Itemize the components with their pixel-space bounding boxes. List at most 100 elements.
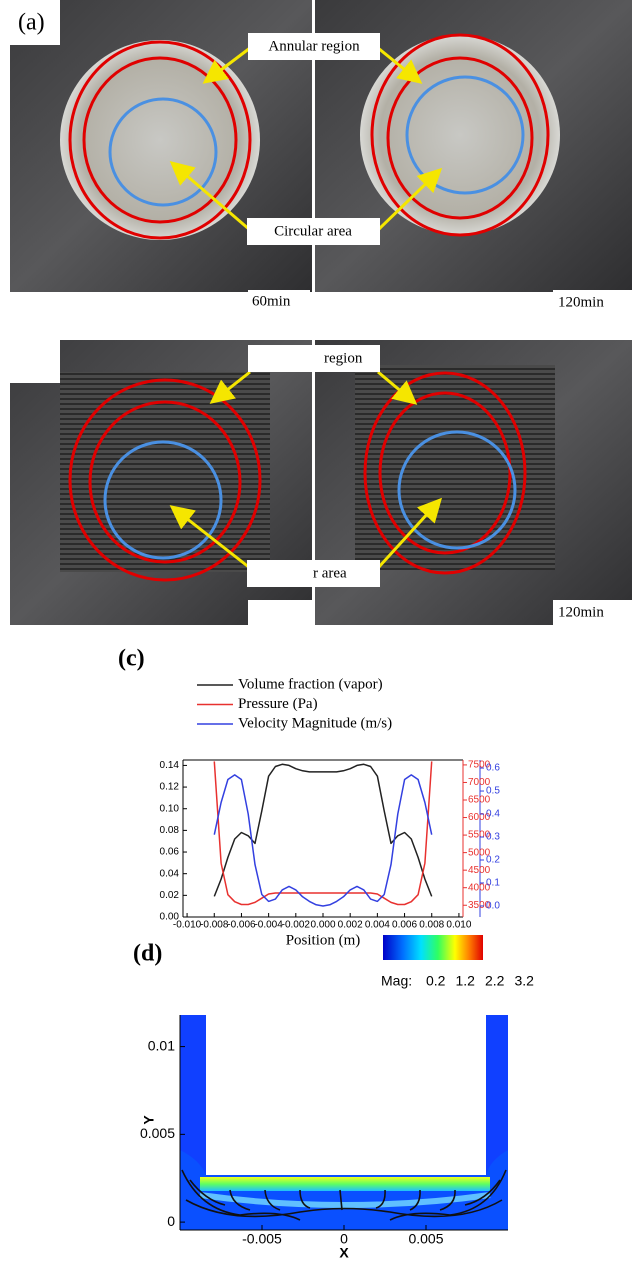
y2-tick-label: 4500	[468, 865, 491, 876]
label-box	[553, 290, 632, 317]
coating	[60, 40, 260, 240]
label-box	[10, 0, 60, 45]
colorbar-tick-label: 0.2	[426, 973, 446, 989]
panel-label: (a)	[18, 10, 45, 36]
y-tick-label: 0.005	[140, 1125, 175, 1141]
circle	[405, 75, 525, 195]
x-tick-label: 0.002	[338, 920, 363, 931]
colorbar-tick-label: 2.2	[485, 973, 505, 989]
velocity-field	[180, 1015, 508, 1230]
x-axis-title: Position (m)	[286, 932, 361, 948]
circle	[108, 97, 218, 207]
circle	[397, 430, 517, 550]
x-tick-label: 0.010	[446, 920, 471, 931]
y3-tick-label: 0.1	[486, 878, 500, 889]
outer-ring	[363, 371, 527, 575]
field-contour	[199, 1192, 491, 1208]
annotation: Annular region	[268, 38, 360, 54]
arrow	[377, 370, 418, 405]
y-tick-label: 0.02	[160, 890, 180, 901]
outer-ring	[68, 40, 252, 240]
annotation: Circular area	[274, 223, 352, 239]
legend-label: Velocity Magnitude (m/s)	[238, 715, 392, 731]
y-tick-label: 0.12	[160, 782, 180, 793]
arrow	[169, 161, 251, 232]
inner-ring	[378, 391, 512, 555]
label-box	[248, 33, 380, 60]
label-box	[247, 218, 380, 245]
y2-tick-label: 7000	[468, 777, 491, 788]
photo-panel-b: region r area 120min	[10, 340, 632, 627]
x-tick-label: 0.000	[310, 920, 335, 931]
y-tick-label: 0.08	[160, 825, 180, 836]
y2-tick-label: 5500	[468, 830, 491, 841]
y2-tick-label: 3500	[468, 900, 491, 911]
y-tick-label: 0.01	[148, 1037, 175, 1053]
arrow	[209, 370, 251, 404]
time-label: 60min	[252, 293, 291, 309]
x-tick-label: -0.004	[254, 920, 283, 931]
y3-tick-label: 0.6	[486, 763, 500, 774]
y-tick-label: 0.00	[160, 912, 180, 923]
y2-tick-label: 6000	[468, 812, 491, 823]
x-tick-label: -0.005	[242, 1231, 282, 1247]
y-tick-label: 0.06	[160, 847, 180, 858]
arrow	[376, 167, 443, 232]
x-tick-label: -0.010	[173, 920, 202, 931]
y3-tick-label: 0.2	[486, 855, 500, 866]
y2-tick-label: 6500	[468, 795, 491, 806]
time-label: 120min	[558, 294, 604, 310]
x-tick-label: 0.004	[365, 920, 390, 931]
x-tick-label: 0.006	[392, 920, 417, 931]
panel-label: (c)	[118, 646, 145, 672]
circle	[103, 440, 223, 560]
arrow	[377, 46, 423, 84]
inner-ring	[88, 400, 242, 564]
x-axis-title: X	[339, 1245, 349, 1261]
y3-tick-label: 0.3	[486, 832, 500, 843]
label-box	[247, 560, 380, 587]
colorbar-tick-label: 3.2	[515, 973, 535, 989]
series-line	[213, 774, 433, 907]
label-box	[248, 600, 312, 627]
high-velocity-band	[200, 1177, 490, 1191]
colorbar-title: Mag:	[381, 973, 412, 989]
y-tick-label: 0.14	[160, 760, 180, 771]
y3-tick-label: 0.5	[486, 786, 500, 797]
x-tick-label: 0.008	[419, 920, 444, 931]
y-tick-label: 0.04	[160, 868, 180, 879]
legend-label: Volume fraction (vapor)	[238, 676, 383, 692]
y-axis-title: Y	[141, 1115, 157, 1125]
y-tick-label: 0	[167, 1213, 175, 1229]
y3-tick-label: 0.4	[486, 809, 500, 820]
label-box	[553, 600, 632, 627]
arrow	[169, 505, 251, 570]
outer-ring	[370, 33, 550, 237]
time-label: 120min	[558, 604, 604, 620]
panel-label: (d)	[133, 941, 162, 967]
grooved-plate	[355, 365, 555, 570]
annotation: r area	[313, 565, 347, 581]
label-box	[10, 340, 60, 383]
y-tick-label: 0.10	[160, 803, 180, 814]
annotation: region	[324, 350, 363, 366]
x-tick-label: -0.008	[200, 920, 229, 931]
grooved-plate	[60, 372, 270, 572]
arrow	[376, 497, 443, 570]
series-line	[213, 761, 433, 906]
colorbar	[383, 935, 483, 960]
legend-label: Pressure (Pa)	[238, 696, 318, 712]
inner-ring	[386, 56, 534, 220]
arrow	[202, 46, 251, 84]
y3-tick-label: 0.0	[486, 901, 500, 912]
photo-panel-a: (a) Annular region Circular area 60min 1…	[10, 0, 632, 317]
x-tick-label: 0	[340, 1231, 348, 1247]
y2-tick-label: 5000	[468, 847, 491, 858]
series-line	[213, 763, 433, 897]
x-tick-label: -0.002	[282, 920, 311, 931]
y2-tick-label: 4000	[468, 882, 491, 893]
coating	[360, 35, 560, 235]
x-tick-label: 0.005	[408, 1231, 443, 1247]
streamlines	[181, 1169, 507, 1221]
